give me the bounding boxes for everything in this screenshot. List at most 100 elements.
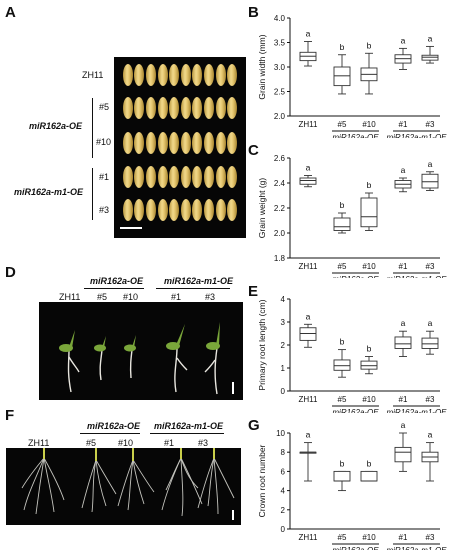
y-tick-label: 3	[281, 318, 286, 327]
significance-letter: b	[367, 180, 372, 190]
d-header-oe5: #5	[97, 292, 108, 302]
f-group-label-oe: miR162a-OE	[87, 421, 141, 431]
x-tick-label: #10	[362, 533, 376, 542]
seedling-drawing	[59, 322, 234, 395]
box	[333, 359, 351, 371]
y-tick-label: 8	[281, 448, 286, 457]
x-tick-label: #5	[338, 120, 347, 129]
d-group-label-m1: miR162a-m1-OE	[164, 276, 234, 286]
panel-label-d: D	[5, 264, 16, 281]
f-bracket-oe	[80, 433, 140, 434]
y-tick-label: 2	[281, 341, 286, 350]
significance-letter: a	[401, 165, 406, 175]
box	[360, 360, 378, 370]
box	[360, 470, 378, 482]
root-length-chart: 0 1 2 3 4 Primary root length (cm) a ZH11 b #5 b #1…	[257, 295, 447, 413]
y-tick-label: 4	[281, 487, 286, 496]
panel-label-f: F	[5, 407, 15, 424]
x-tick-label: ZH11	[299, 120, 319, 129]
y-tick-label: 2.5	[274, 88, 286, 97]
y-tick-label: 4	[281, 295, 286, 304]
significance-letter: b	[340, 458, 345, 468]
y-tick-label: 0	[281, 387, 286, 396]
y-tick-label: 1	[281, 364, 286, 373]
crown-root-photo	[6, 448, 241, 525]
x-tick-label: #3	[426, 120, 435, 129]
y-axis-label: Primary root length (cm)	[257, 299, 267, 390]
panel-label-c: C	[248, 142, 259, 159]
panel-label-a: A	[5, 4, 16, 21]
significance-letter: a	[428, 318, 433, 328]
y-tick-label: 3.0	[274, 63, 286, 72]
x-tick-label: #3	[426, 395, 435, 404]
row-label-oe5: #5	[99, 102, 110, 112]
group-label: miR162a-OE	[332, 275, 379, 278]
bracket-oe	[92, 98, 93, 158]
panel-label-b: B	[248, 4, 259, 21]
grain-photo	[114, 57, 246, 238]
panel-label-g: G	[248, 417, 260, 434]
y-tick-label: 4.0	[274, 14, 286, 23]
x-tick-label: #1	[399, 120, 408, 129]
x-tick-label: #1	[399, 262, 408, 271]
box	[394, 446, 412, 463]
significance-letter: a	[306, 311, 311, 321]
significance-letter: a	[428, 33, 433, 43]
y-tick-label: 2.6	[274, 154, 286, 163]
d-bracket-m1	[156, 288, 230, 289]
y-axis-label: Grain weight (g)	[257, 178, 267, 239]
box	[394, 336, 412, 349]
significance-letter: a	[428, 430, 433, 440]
x-tick-label: #10	[362, 120, 376, 129]
group-label-m1: miR162a-m1-OE	[14, 187, 84, 197]
y-axis-label: Crown root number	[257, 444, 267, 517]
group-label-oe: miR162a-OE	[29, 121, 83, 131]
x-tick-label: #5	[338, 533, 347, 542]
bracket-m1	[92, 168, 93, 220]
significance-letter: b	[340, 337, 345, 347]
y-tick-label: 0	[281, 525, 286, 534]
row-label-oe10: #10	[96, 137, 112, 147]
grain-weight-chart: 1.8 2.0 2.2 2.4 2.6 Grain weight (g) a ZH11 b #5 b…	[257, 154, 447, 278]
row-label-zh11: ZH11	[82, 70, 104, 80]
panel-label-e: E	[248, 283, 259, 300]
f-header-m1-1: #1	[164, 438, 175, 448]
d-header-m1-3: #3	[205, 292, 216, 302]
x-tick-label: #1	[399, 533, 408, 542]
seedling-photo	[39, 302, 243, 400]
box	[421, 337, 439, 349]
significance-letter: a	[401, 318, 406, 328]
box	[333, 470, 351, 482]
group-label: miR162a-m1-OE	[386, 546, 447, 550]
x-tick-label: #3	[426, 262, 435, 271]
crown-root-drawing	[21, 448, 235, 520]
significance-letter: b	[367, 344, 372, 354]
f-header-zh11: ZH11	[28, 438, 50, 448]
group-label: miR162a-m1-OE	[386, 408, 447, 413]
significance-letter: b	[340, 200, 345, 210]
y-tick-label: 10	[276, 429, 285, 438]
x-tick-label: #3	[426, 533, 435, 542]
y-axis-label: Grain width (mm)	[257, 34, 267, 99]
group-label: miR162a-m1-OE	[386, 133, 447, 138]
scale-bar	[120, 227, 142, 229]
crown-root-chart: 0 2 4 6 8 10 Crown root number a ZH11 b #5 b #10 a #1 a…	[257, 421, 447, 550]
significance-letter: a	[306, 163, 311, 173]
box	[421, 173, 439, 189]
x-tick-label: #5	[338, 395, 347, 404]
box	[299, 177, 317, 185]
f-header-m1-3: #3	[198, 438, 209, 448]
f-header-oe5: #5	[86, 438, 97, 448]
significance-letter: a	[306, 430, 311, 440]
d-header-oe10: #10	[123, 292, 139, 302]
y-tick-label: 2.2	[274, 204, 286, 213]
row-label-m1-1: #1	[99, 172, 110, 182]
box	[299, 327, 317, 341]
significance-letter: a	[306, 29, 311, 39]
box	[360, 197, 378, 228]
x-tick-label: #1	[399, 395, 408, 404]
x-tick-label: #10	[362, 395, 376, 404]
f-header-oe10: #10	[118, 438, 134, 448]
group-label: miR162a-m1-OE	[386, 275, 447, 278]
d-bracket-oe	[84, 288, 144, 289]
